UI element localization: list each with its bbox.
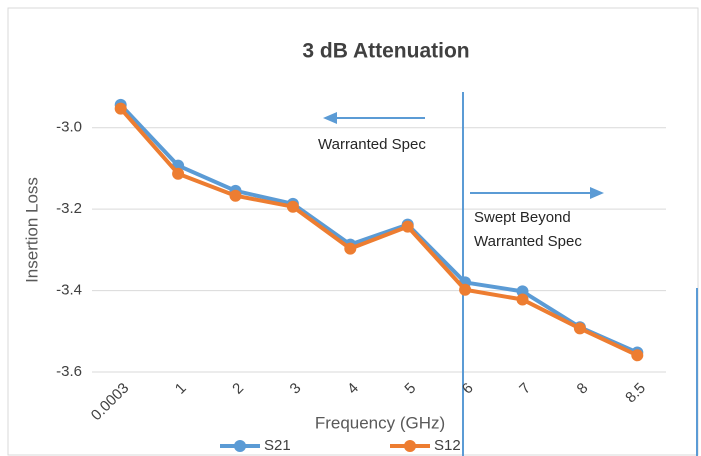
marker: [344, 242, 357, 255]
series-line: [119, 107, 639, 358]
series-line: [119, 103, 639, 355]
marker: [573, 322, 586, 335]
marker: [286, 200, 299, 213]
arrow-right-head: [590, 187, 604, 199]
annotation: Warranted Spec: [318, 136, 426, 153]
annotation: Swept Beyond: [474, 209, 571, 226]
marker: [401, 220, 414, 233]
arrow-left-head: [323, 112, 337, 124]
y-tick-label: -3.6: [56, 363, 82, 380]
legend-marker: [234, 440, 246, 452]
legend-marker: [404, 440, 416, 452]
chart-border: [7, 7, 699, 456]
legend-label: S21: [264, 437, 291, 454]
marker: [172, 167, 185, 180]
y-tick-label: -3.4: [56, 282, 82, 299]
y-tick-label: -3.0: [56, 119, 82, 136]
marker: [229, 189, 242, 202]
legend-label: S12: [434, 437, 461, 454]
chart-title: 3 dB Attenuation: [302, 40, 469, 63]
marker: [516, 293, 529, 306]
y-axis-label: Insertion Loss: [22, 177, 41, 283]
marker: [631, 349, 644, 362]
y-tick-label: -3.2: [56, 200, 82, 217]
marker: [459, 283, 472, 296]
marker: [114, 102, 127, 115]
x-axis-label: Frequency (GHz): [315, 413, 445, 432]
annotation: Warranted Spec: [474, 233, 582, 250]
